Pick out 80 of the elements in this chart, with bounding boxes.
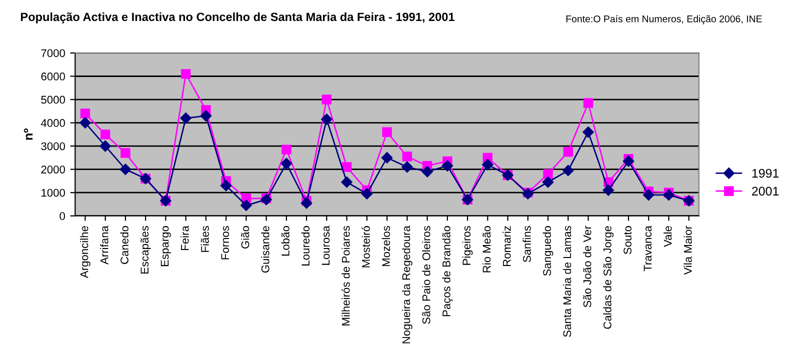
y-tick-label: 3000 (41, 142, 65, 150)
point (100, 130, 110, 140)
x-tick-label: Rio Meão (482, 226, 491, 272)
point (361, 188, 373, 200)
y-tick-label: 2000 (41, 166, 65, 174)
point (643, 189, 654, 201)
x-tick-label: Escapães (140, 226, 151, 274)
point (482, 159, 494, 170)
point (342, 162, 352, 172)
point (322, 94, 332, 104)
point (300, 197, 312, 209)
point (120, 148, 130, 158)
x-tick-label: Fornos (221, 226, 230, 260)
y-tick-label: 4000 (40, 119, 65, 127)
legend-label: 1991 (752, 168, 779, 178)
x-tick-label: Nogueira da Regedoura (402, 226, 412, 344)
y-tick-label: 1000 (42, 188, 65, 197)
y-tick-label: 0 (60, 212, 65, 220)
point (582, 126, 594, 138)
point (341, 176, 352, 188)
point (280, 158, 292, 170)
y-axis-title: nº (24, 128, 33, 140)
point (402, 161, 413, 173)
x-tick-label: Souto (624, 226, 632, 254)
point (562, 164, 574, 176)
x-tick-label: Espargo (160, 226, 171, 266)
point (220, 180, 232, 192)
point (180, 69, 191, 79)
point (542, 176, 554, 188)
point (442, 160, 454, 172)
y-tick-label: 6000 (41, 72, 65, 80)
y-tick-label: 7000 (41, 49, 65, 58)
point (583, 98, 594, 108)
x-tick-label: Santa Maria de Lamas (562, 226, 572, 337)
point (602, 184, 614, 196)
point (622, 156, 634, 167)
x-tick-label: Lourosa (322, 226, 330, 265)
point (80, 108, 90, 118)
x-tick-label: Canedo (120, 226, 128, 264)
point (180, 112, 192, 124)
x-tick-label: Gião (241, 226, 250, 249)
x-tick-label: São Paio de Oleiros (422, 226, 430, 324)
x-tick-label: Milheirós de Poiares (341, 226, 350, 326)
point (120, 164, 132, 175)
point (563, 147, 573, 157)
point (382, 127, 392, 137)
x-tick-label: Paços de Brandão (442, 226, 453, 316)
point (381, 152, 393, 164)
x-tick-label: Fiães (200, 226, 209, 252)
point (240, 200, 252, 212)
chart-title: População Activa e Inactiva no Concelho de Santa Maria da Feira - 1991, 2001 (20, 12, 454, 24)
point (200, 110, 212, 122)
x-tick-label: Pigeiros (462, 226, 473, 265)
point (543, 169, 553, 179)
y-tick-label: 5000 (41, 96, 65, 104)
point (282, 144, 292, 154)
x-tick-label: Romariz (502, 226, 511, 266)
x-tick-label: Feira (180, 226, 189, 250)
x-tick-label: Arrifana (100, 226, 108, 264)
x-tick-label: Vale (664, 226, 672, 247)
x-tick-label: Mosteiró (362, 226, 370, 268)
x-tick-label: Guisande (261, 226, 270, 273)
legend-label: 2001 (752, 186, 779, 196)
x-tick-label: Travanca (644, 226, 652, 272)
source-note: Fonte:O País em Numeros, Edição 2006, INE (566, 15, 762, 24)
x-tick-label: Sanfins (522, 226, 531, 262)
x-tick-label: Vila Maior (684, 226, 692, 275)
point (321, 114, 332, 125)
point (402, 152, 412, 162)
point (80, 117, 91, 128)
point (663, 189, 674, 201)
x-tick-label: Caldas de São Jorge (603, 226, 614, 329)
point (100, 140, 111, 152)
x-tick-label: Sanguedo (542, 226, 554, 276)
x-tick-label: Lobão (281, 226, 290, 256)
x-tick-label: Louredo (301, 226, 310, 266)
x-tick-label: Argoncilhe (80, 226, 90, 278)
x-tick-label: São João de Ver (583, 226, 592, 308)
point (422, 166, 433, 178)
x-tick-label: Mozelos (382, 226, 390, 266)
